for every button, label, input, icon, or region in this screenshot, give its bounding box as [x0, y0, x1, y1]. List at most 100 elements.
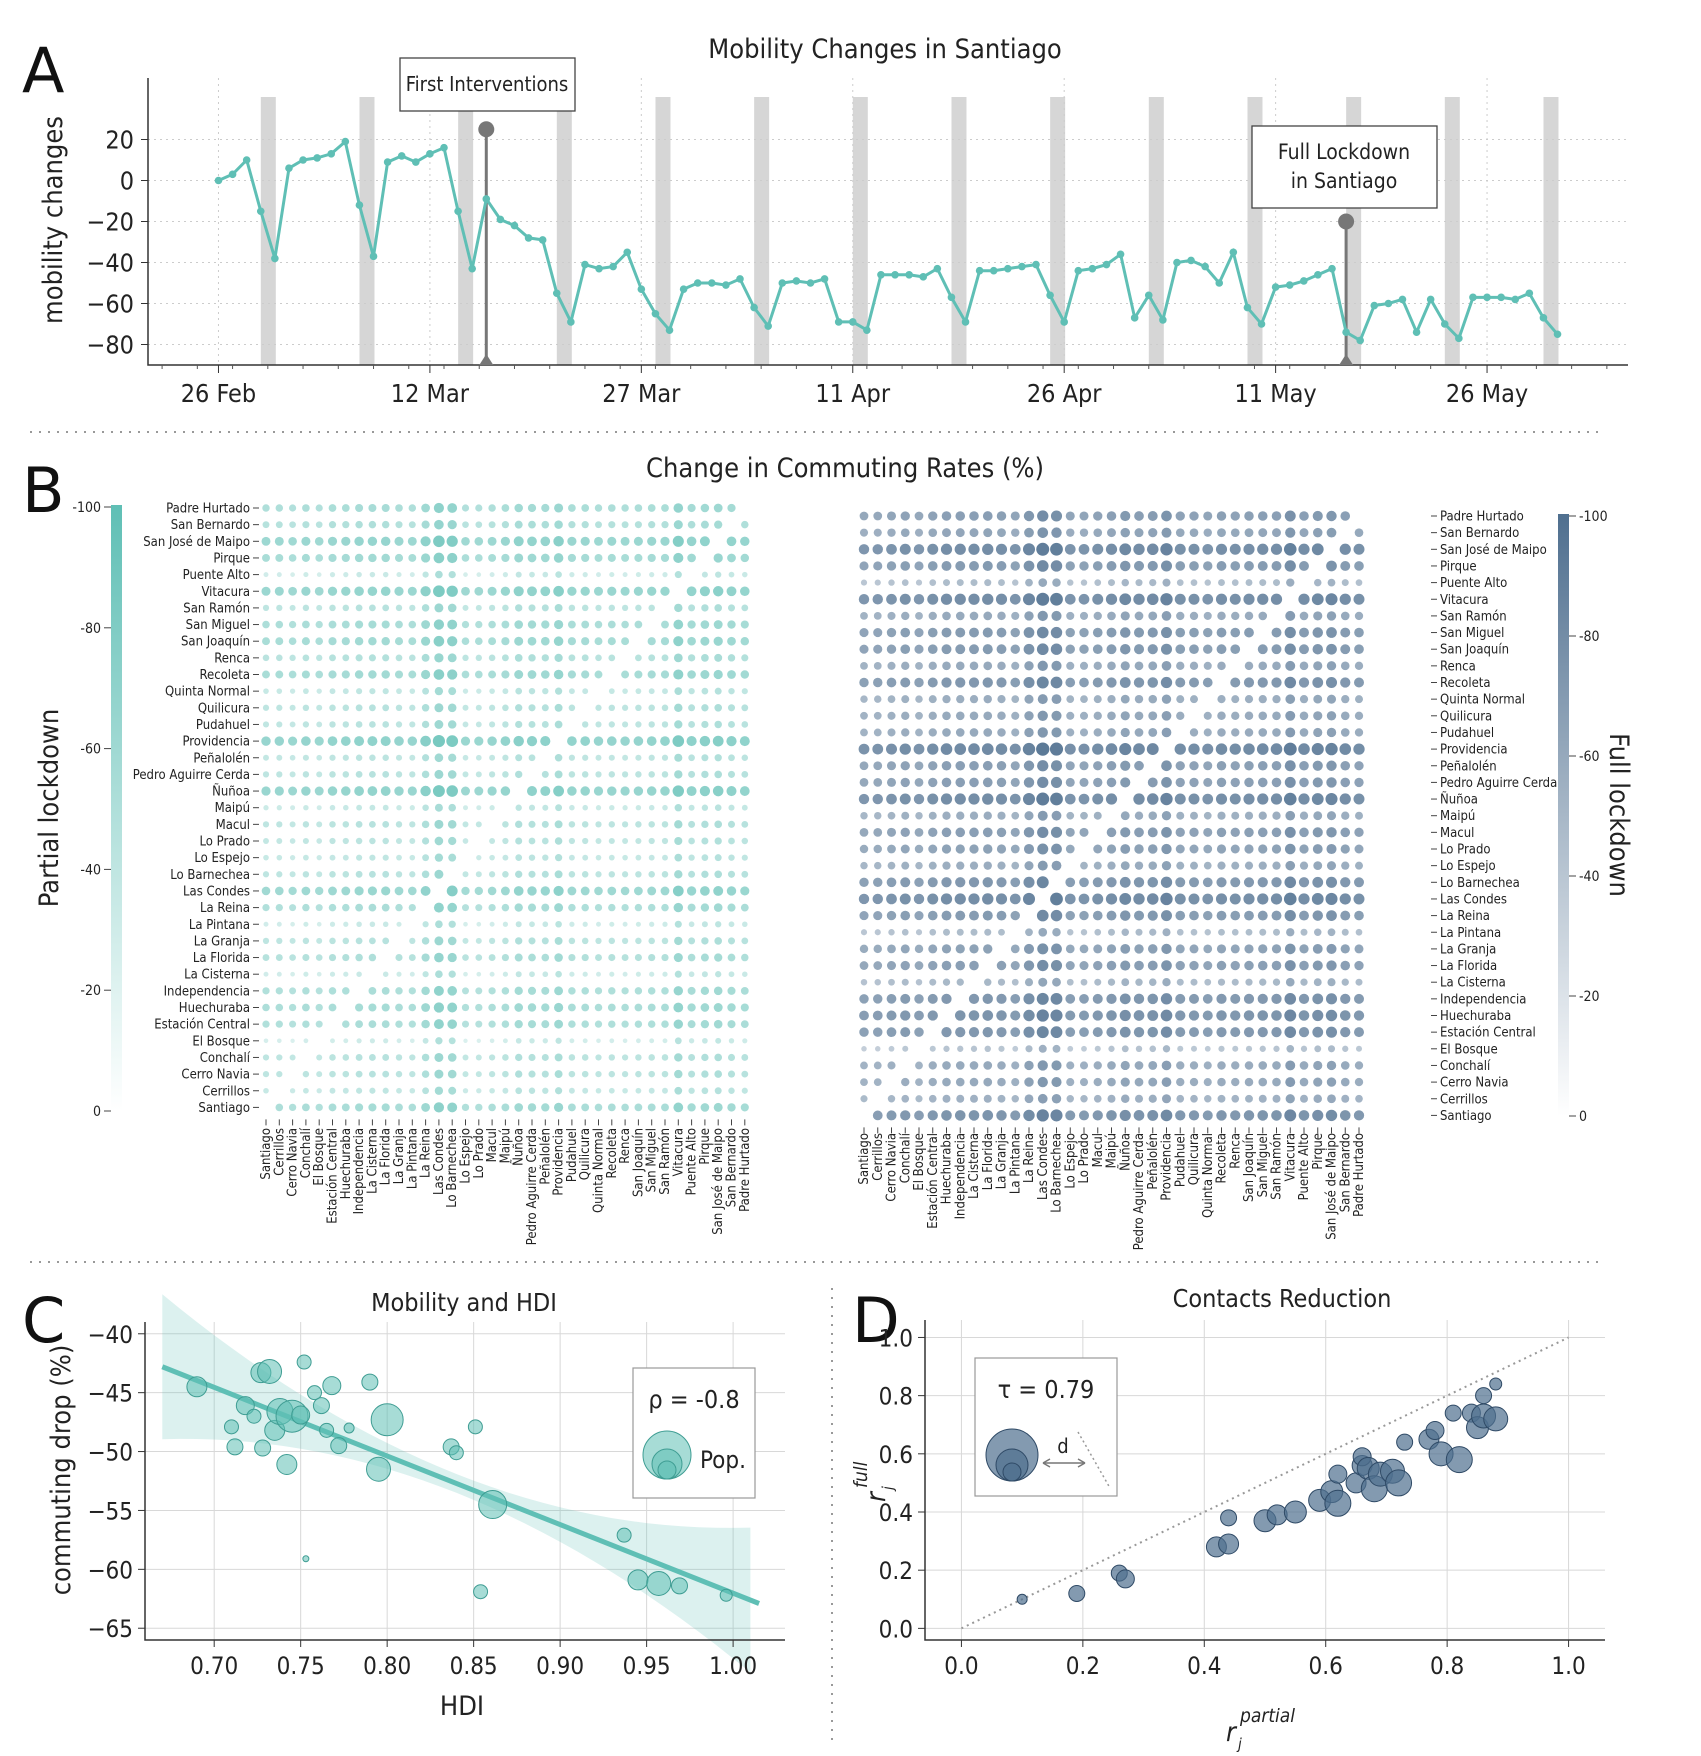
heat-cell [568, 1070, 576, 1078]
heat-cell [1161, 527, 1172, 538]
heat-cell [899, 893, 911, 905]
mobility-point [651, 309, 660, 318]
heat-cell [1119, 1109, 1131, 1121]
heat-cell [1066, 528, 1075, 537]
heat-cell [567, 620, 576, 629]
heat-cell [728, 971, 735, 978]
heat-cell [262, 987, 270, 995]
heat-cell [886, 793, 897, 805]
heat-cell [928, 844, 938, 854]
heat-cell [582, 688, 589, 695]
heat-cell [1230, 677, 1241, 688]
heat-cell [327, 536, 338, 546]
heat-cell [914, 644, 924, 654]
heat-cell [1216, 761, 1227, 771]
heat-cell [1066, 611, 1075, 620]
heat-cell [648, 771, 655, 778]
contact-point [1016, 1593, 1028, 1605]
heat-cell [1298, 543, 1310, 555]
heat-cell [1024, 711, 1034, 721]
heat-cell [1189, 611, 1199, 621]
col-label: San Ramón [1270, 1133, 1285, 1200]
row-label: San José de Maipo [143, 535, 250, 550]
heat-cell [661, 704, 669, 712]
heat-cell [660, 536, 670, 546]
heat-cell [621, 903, 629, 912]
heat-cell [621, 637, 630, 646]
heat-cell [941, 993, 952, 1004]
heat-cell [502, 971, 509, 977]
heat-cell [1244, 661, 1254, 671]
colorbar-tick-label: -20 [1579, 989, 1600, 1005]
heat-cell [1204, 1045, 1211, 1052]
heat-cell [914, 511, 924, 521]
heat-cell [1284, 510, 1296, 522]
heat-cell [1106, 944, 1117, 954]
y-tick-label: −55 [87, 1497, 133, 1525]
hdi-point [226, 1438, 244, 1456]
heat-cell [996, 827, 1007, 838]
heat-cell [355, 604, 363, 612]
heat-cell [873, 1078, 882, 1086]
col-label: Padre Hurtado [738, 1128, 753, 1212]
heat-cell [1285, 694, 1296, 704]
heat-cell [487, 586, 497, 596]
heat-cell [553, 553, 564, 563]
heat-cell [1012, 579, 1019, 586]
x-tick-label: 11 May [1234, 379, 1316, 408]
heat-cell [1134, 1077, 1144, 1087]
heat-cell [303, 921, 309, 927]
heat-cell [1340, 661, 1350, 671]
heat-cell [1065, 1110, 1076, 1121]
heat-cell [568, 504, 576, 512]
heat-cell [1105, 543, 1118, 555]
heat-cell [434, 1069, 444, 1079]
heat-cell [355, 937, 363, 945]
heat-cell [276, 604, 283, 612]
heat-cell [887, 695, 896, 704]
mobility-point [792, 277, 801, 285]
heat-cell [262, 1003, 270, 1012]
heat-cell [528, 837, 536, 845]
heat-cell [1258, 861, 1267, 870]
heat-cell [581, 521, 589, 529]
heat-cell [1243, 993, 1255, 1004]
heat-cell [660, 736, 670, 746]
heat-cell [1270, 893, 1283, 905]
heat-cell [355, 1020, 363, 1029]
heat-cell [1093, 661, 1102, 671]
heat-cell [474, 586, 484, 596]
mobility-point [510, 221, 519, 230]
heat-cell [594, 1003, 603, 1012]
heat-cell [487, 736, 497, 746]
heat-cell [886, 593, 897, 605]
heat-cell [1050, 626, 1063, 639]
heat-cell [395, 1020, 403, 1028]
heat-cell [421, 1070, 430, 1078]
heat-cell [1065, 1010, 1076, 1021]
heat-cell [713, 553, 723, 563]
heat-cell [900, 777, 910, 788]
heat-cell [1078, 593, 1090, 605]
heat-cell [1355, 1045, 1363, 1052]
heat-cell [1174, 543, 1186, 555]
col-label: Cerro Navia [885, 1133, 900, 1202]
heat-cell [475, 654, 482, 662]
heat-cell [1203, 777, 1213, 787]
heat-cell [1327, 578, 1336, 587]
mobility-point [1074, 266, 1083, 275]
heat-cell [555, 970, 562, 978]
heat-cell [1066, 711, 1075, 720]
heat-cell [422, 687, 430, 695]
mobility-point [1271, 283, 1280, 291]
heat-cell [928, 811, 937, 820]
heat-cell [541, 620, 550, 629]
heat-cell [1051, 660, 1062, 671]
heat-cell [984, 579, 992, 587]
heat-cell [860, 661, 868, 670]
heat-cell [581, 654, 589, 662]
heat-cell [859, 528, 869, 537]
heat-cell [489, 921, 495, 927]
heat-cell [394, 553, 404, 562]
heat-cell [475, 937, 482, 944]
